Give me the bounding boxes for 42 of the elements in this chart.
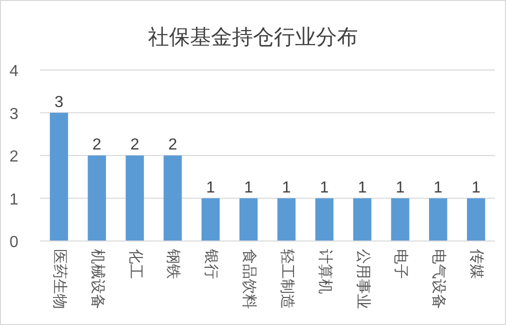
bar	[315, 198, 334, 241]
data-label: 1	[282, 179, 292, 196]
data-label: 2	[92, 136, 102, 154]
x-tick-label: 传媒	[468, 249, 486, 279]
data-label: 2	[130, 136, 140, 154]
y-tick-label: 2	[10, 148, 19, 166]
x-tick-label: 机械设备	[88, 249, 106, 309]
data-label: 3	[54, 94, 64, 111]
x-tick-label: 轻工制造	[278, 249, 296, 309]
data-label: 2	[168, 136, 178, 154]
x-tick-label: 电气设备	[430, 249, 448, 309]
bar	[164, 156, 182, 241]
bar	[466, 198, 486, 241]
bar	[202, 198, 220, 241]
data-label: 1	[206, 179, 216, 196]
bar	[239, 198, 258, 241]
data-label: 1	[244, 179, 254, 196]
chart-title: 社保基金持仓行业分布	[148, 26, 358, 49]
x-tick-label: 公用事业	[354, 249, 372, 309]
y-tick-label: 4	[10, 63, 19, 80]
bar	[277, 198, 296, 241]
y-tick-label: 1	[10, 191, 19, 208]
y-tick-label: 0	[10, 234, 19, 251]
bar	[353, 198, 372, 241]
x-tick-label: 化工	[126, 249, 144, 279]
y-tick-label: 3	[10, 106, 19, 123]
bar	[429, 198, 448, 241]
x-tick-label: 计算机	[316, 249, 334, 294]
x-tick-label: 钢铁	[164, 248, 182, 279]
x-tick-label: 电子	[392, 249, 410, 279]
bar	[50, 112, 68, 241]
x-tick-label: 医药生物	[50, 249, 68, 309]
bar	[88, 156, 106, 241]
data-label: 1	[396, 179, 405, 196]
x-tick-label: 银行	[202, 248, 220, 279]
data-label: 1	[434, 179, 443, 196]
data-label: 1	[472, 179, 481, 196]
data-label: 1	[358, 179, 367, 196]
bar	[126, 156, 144, 241]
bar	[391, 198, 410, 241]
data-label: 1	[320, 179, 329, 196]
x-tick-label: 食品饮料	[240, 249, 258, 309]
